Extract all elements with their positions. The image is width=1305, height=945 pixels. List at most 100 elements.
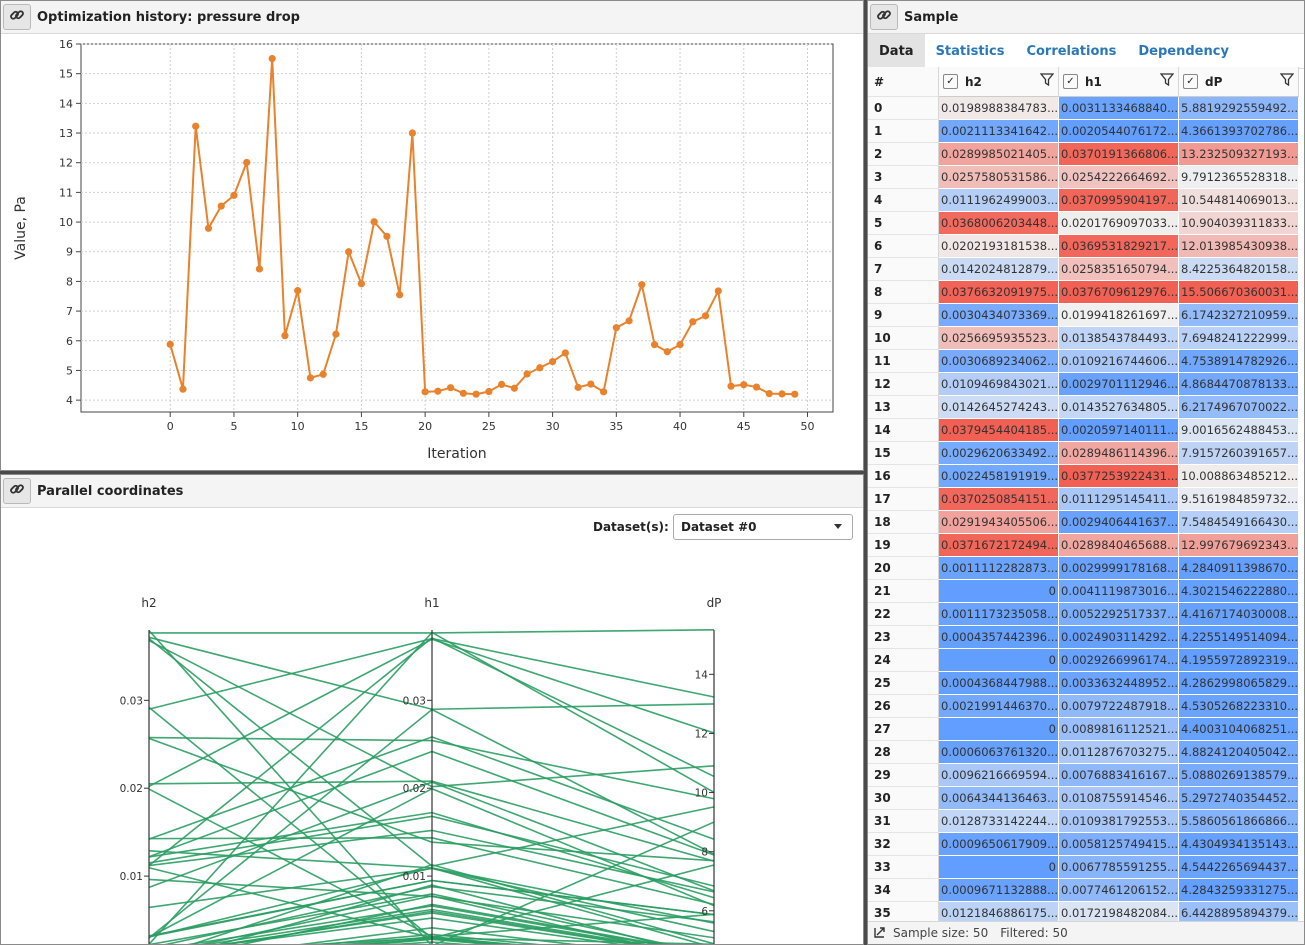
table-cell[interactable]: 4.2255149514094... [1179,626,1299,649]
table-cell[interactable]: 0.0258351650794... [1059,258,1179,281]
history-link-button[interactable] [3,4,31,30]
table-cell[interactable]: 0.0289840465688... [1059,534,1179,557]
column-header-dP[interactable]: ✓ dP [1179,67,1299,97]
table-cell[interactable]: 0.0111295145411... [1059,488,1179,511]
table-cell[interactable]: 10.544814069013... [1179,189,1299,212]
table-row[interactable]: 24 0 0.0029266996174... 4.1955972892319... [868,649,1304,672]
table-row[interactable]: 4 0.0111962499003... 0.0370995904197... 10.… [868,189,1304,212]
table-cell[interactable]: 0.0011112282873... [939,557,1059,580]
table-cell[interactable]: 0.0004368447988... [939,672,1059,695]
table-cell[interactable]: 0.0029406441637... [1059,511,1179,534]
table-cell[interactable]: 0.0009671132888... [939,879,1059,902]
table-cell[interactable]: 4.8684470878133... [1179,373,1299,396]
table-cell[interactable]: 0.0377253922431... [1059,465,1179,488]
table-cell[interactable]: 0.0143527634805... [1059,396,1179,419]
table-row[interactable]: 27 0 0.0089816112521... 4.4003104068251... [868,718,1304,741]
table-row[interactable]: 13 0.0142645274243... 0.0143527634805... 6.… [868,396,1304,419]
table-cell[interactable]: 0.0368006203448... [939,212,1059,235]
table-cell[interactable]: 4.2840911398670... [1179,557,1299,580]
table-cell[interactable]: 15.506670360031... [1179,281,1299,304]
sample-link-button[interactable] [870,4,898,30]
table-cell[interactable]: 0.0291943405506... [939,511,1059,534]
table-cell[interactable]: 10.904039311833... [1179,212,1299,235]
table-cell[interactable]: 0.0041119873016... [1059,580,1179,603]
table-cell[interactable]: 0.0089816112521... [1059,718,1179,741]
table-cell[interactable]: 0 [939,718,1059,741]
table-cell[interactable]: 0.0198988384783... [939,97,1059,120]
table-cell[interactable]: 0.0029620633492... [939,442,1059,465]
table-cell[interactable]: 0.0067785591255... [1059,856,1179,879]
dataset-select[interactable]: Dataset #0 [673,514,853,540]
table-cell[interactable]: 0.0058125749415... [1059,833,1179,856]
table-cell[interactable]: 5.0880269138579... [1179,764,1299,787]
table-cell[interactable]: 0.0257580531586... [939,166,1059,189]
filter-icon[interactable] [1039,73,1055,90]
table-row[interactable]: 15 0.0029620633492... 0.0289486114396... 7.… [868,442,1304,465]
table-cell[interactable]: 0.0109469843021... [939,373,1059,396]
table-cell[interactable]: 0.0109381792553... [1059,810,1179,833]
table-cell[interactable]: 0.0254222664692... [1059,166,1179,189]
table-cell[interactable]: 4.2862998065829... [1179,672,1299,695]
table-cell[interactable]: 9.7912365528318... [1179,166,1299,189]
table-cell[interactable]: 0 [939,649,1059,672]
table-cell[interactable]: 4.4167174030008... [1179,603,1299,626]
checkbox-icon[interactable]: ✓ [1183,74,1198,89]
table-row[interactable]: 22 0.0011173235058... 0.0052292517337... 4.… [868,603,1304,626]
table-cell[interactable]: 4.4304934135143... [1179,833,1299,856]
parallel-link-button[interactable] [3,478,31,504]
table-cell[interactable]: 0.0096216669594... [939,764,1059,787]
table-cell[interactable]: 4.1955972892319... [1179,649,1299,672]
table-row[interactable]: 12 0.0109469843021... 0.0029701112946... 4.… [868,373,1304,396]
table-cell[interactable]: 6.1742327210959... [1179,304,1299,327]
table-cell[interactable]: 0.0029266996174... [1059,649,1179,672]
table-cell[interactable]: 0.0030689234062... [939,350,1059,373]
table-cell[interactable]: 6.2174967070022... [1179,396,1299,419]
table-cell[interactable]: 4.7538914782926... [1179,350,1299,373]
table-cell[interactable]: 9.5161984859732... [1179,488,1299,511]
table-cell[interactable]: 0.0021991446370... [939,695,1059,718]
table-row[interactable]: 32 0.0009650617909... 0.0058125749415... 4.… [868,833,1304,856]
table-cell[interactable]: 0.0024903114292... [1059,626,1179,649]
table-row[interactable]: 0 0.0198988384783... 0.0031133468840... 5.8… [868,97,1304,120]
table-row[interactable]: 30 0.0064344136463... 0.0108755914546... 5.… [868,787,1304,810]
table-row[interactable]: 1 0.0021113341642... 0.0020544076172... 4.3… [868,120,1304,143]
table-cell[interactable]: 0.0022458191919... [939,465,1059,488]
table-cell[interactable]: 0.0379454404185... [939,419,1059,442]
table-row[interactable]: 7 0.0142024812879... 0.0258351650794... 8.4… [868,258,1304,281]
table-cell[interactable]: 0 [939,856,1059,879]
resize-corner-icon[interactable] [873,925,887,942]
table-row[interactable]: 16 0.0022458191919... 0.0377253922431... 10… [868,465,1304,488]
tab-correlations[interactable]: Correlations [1026,43,1117,59]
table-row[interactable]: 21 0 0.0041119873016... 4.3021546222880... [868,580,1304,603]
table-row[interactable]: 5 0.0368006203448... 0.0201769097033... 10.… [868,212,1304,235]
table-cell[interactable]: 0.0142024812879... [939,258,1059,281]
table-cell[interactable]: 0.0031133468840... [1059,97,1179,120]
table-cell[interactable]: 6.4428895894379... [1179,902,1299,925]
table-cell[interactable]: 0.0021113341642... [939,120,1059,143]
table-cell[interactable]: 9.0016562488453... [1179,419,1299,442]
table-cell[interactable]: 5.5860561866866... [1179,810,1299,833]
table-row[interactable]: 34 0.0009671132888... 0.0077461206152... 4.… [868,879,1304,902]
table-cell[interactable]: 0.0256695935523... [939,327,1059,350]
table-cell[interactable]: 0.0020597140111... [1059,419,1179,442]
table-cell[interactable]: 0.0011173235058... [939,603,1059,626]
tab-statistics[interactable]: Statistics [935,43,1005,59]
table-row[interactable]: 2 0.0289985021405... 0.0370191366806... 13.… [868,143,1304,166]
table-row[interactable]: 8 0.0376632091975... 0.0376709612976... 15.… [868,281,1304,304]
checkbox-icon[interactable]: ✓ [943,74,958,89]
table-cell[interactable]: 0.0128733142244... [939,810,1059,833]
table-cell[interactable]: 0.0201769097033... [1059,212,1179,235]
table-row[interactable]: 29 0.0096216669594... 0.0076883416167... 5.… [868,764,1304,787]
table-cell[interactable]: 4.3661393702786... [1179,120,1299,143]
table-cell[interactable]: 0.0077461206152... [1059,879,1179,902]
table-row[interactable]: 35 0.0121846886175... 0.0172198482084... 6.… [868,902,1304,925]
table-cell[interactable]: 4.4003104068251... [1179,718,1299,741]
checkbox-icon[interactable]: ✓ [1063,74,1078,89]
table-cell[interactable]: 13.232509327193... [1179,143,1299,166]
filter-icon[interactable] [1279,73,1295,90]
table-cell[interactable]: 0.0052292517337... [1059,603,1179,626]
table-cell[interactable]: 12.013985430938... [1179,235,1299,258]
table-cell[interactable]: 0.0199418261697... [1059,304,1179,327]
table-cell[interactable]: 0.0030434073369... [939,304,1059,327]
table-cell[interactable]: 7.6948241222999... [1179,327,1299,350]
